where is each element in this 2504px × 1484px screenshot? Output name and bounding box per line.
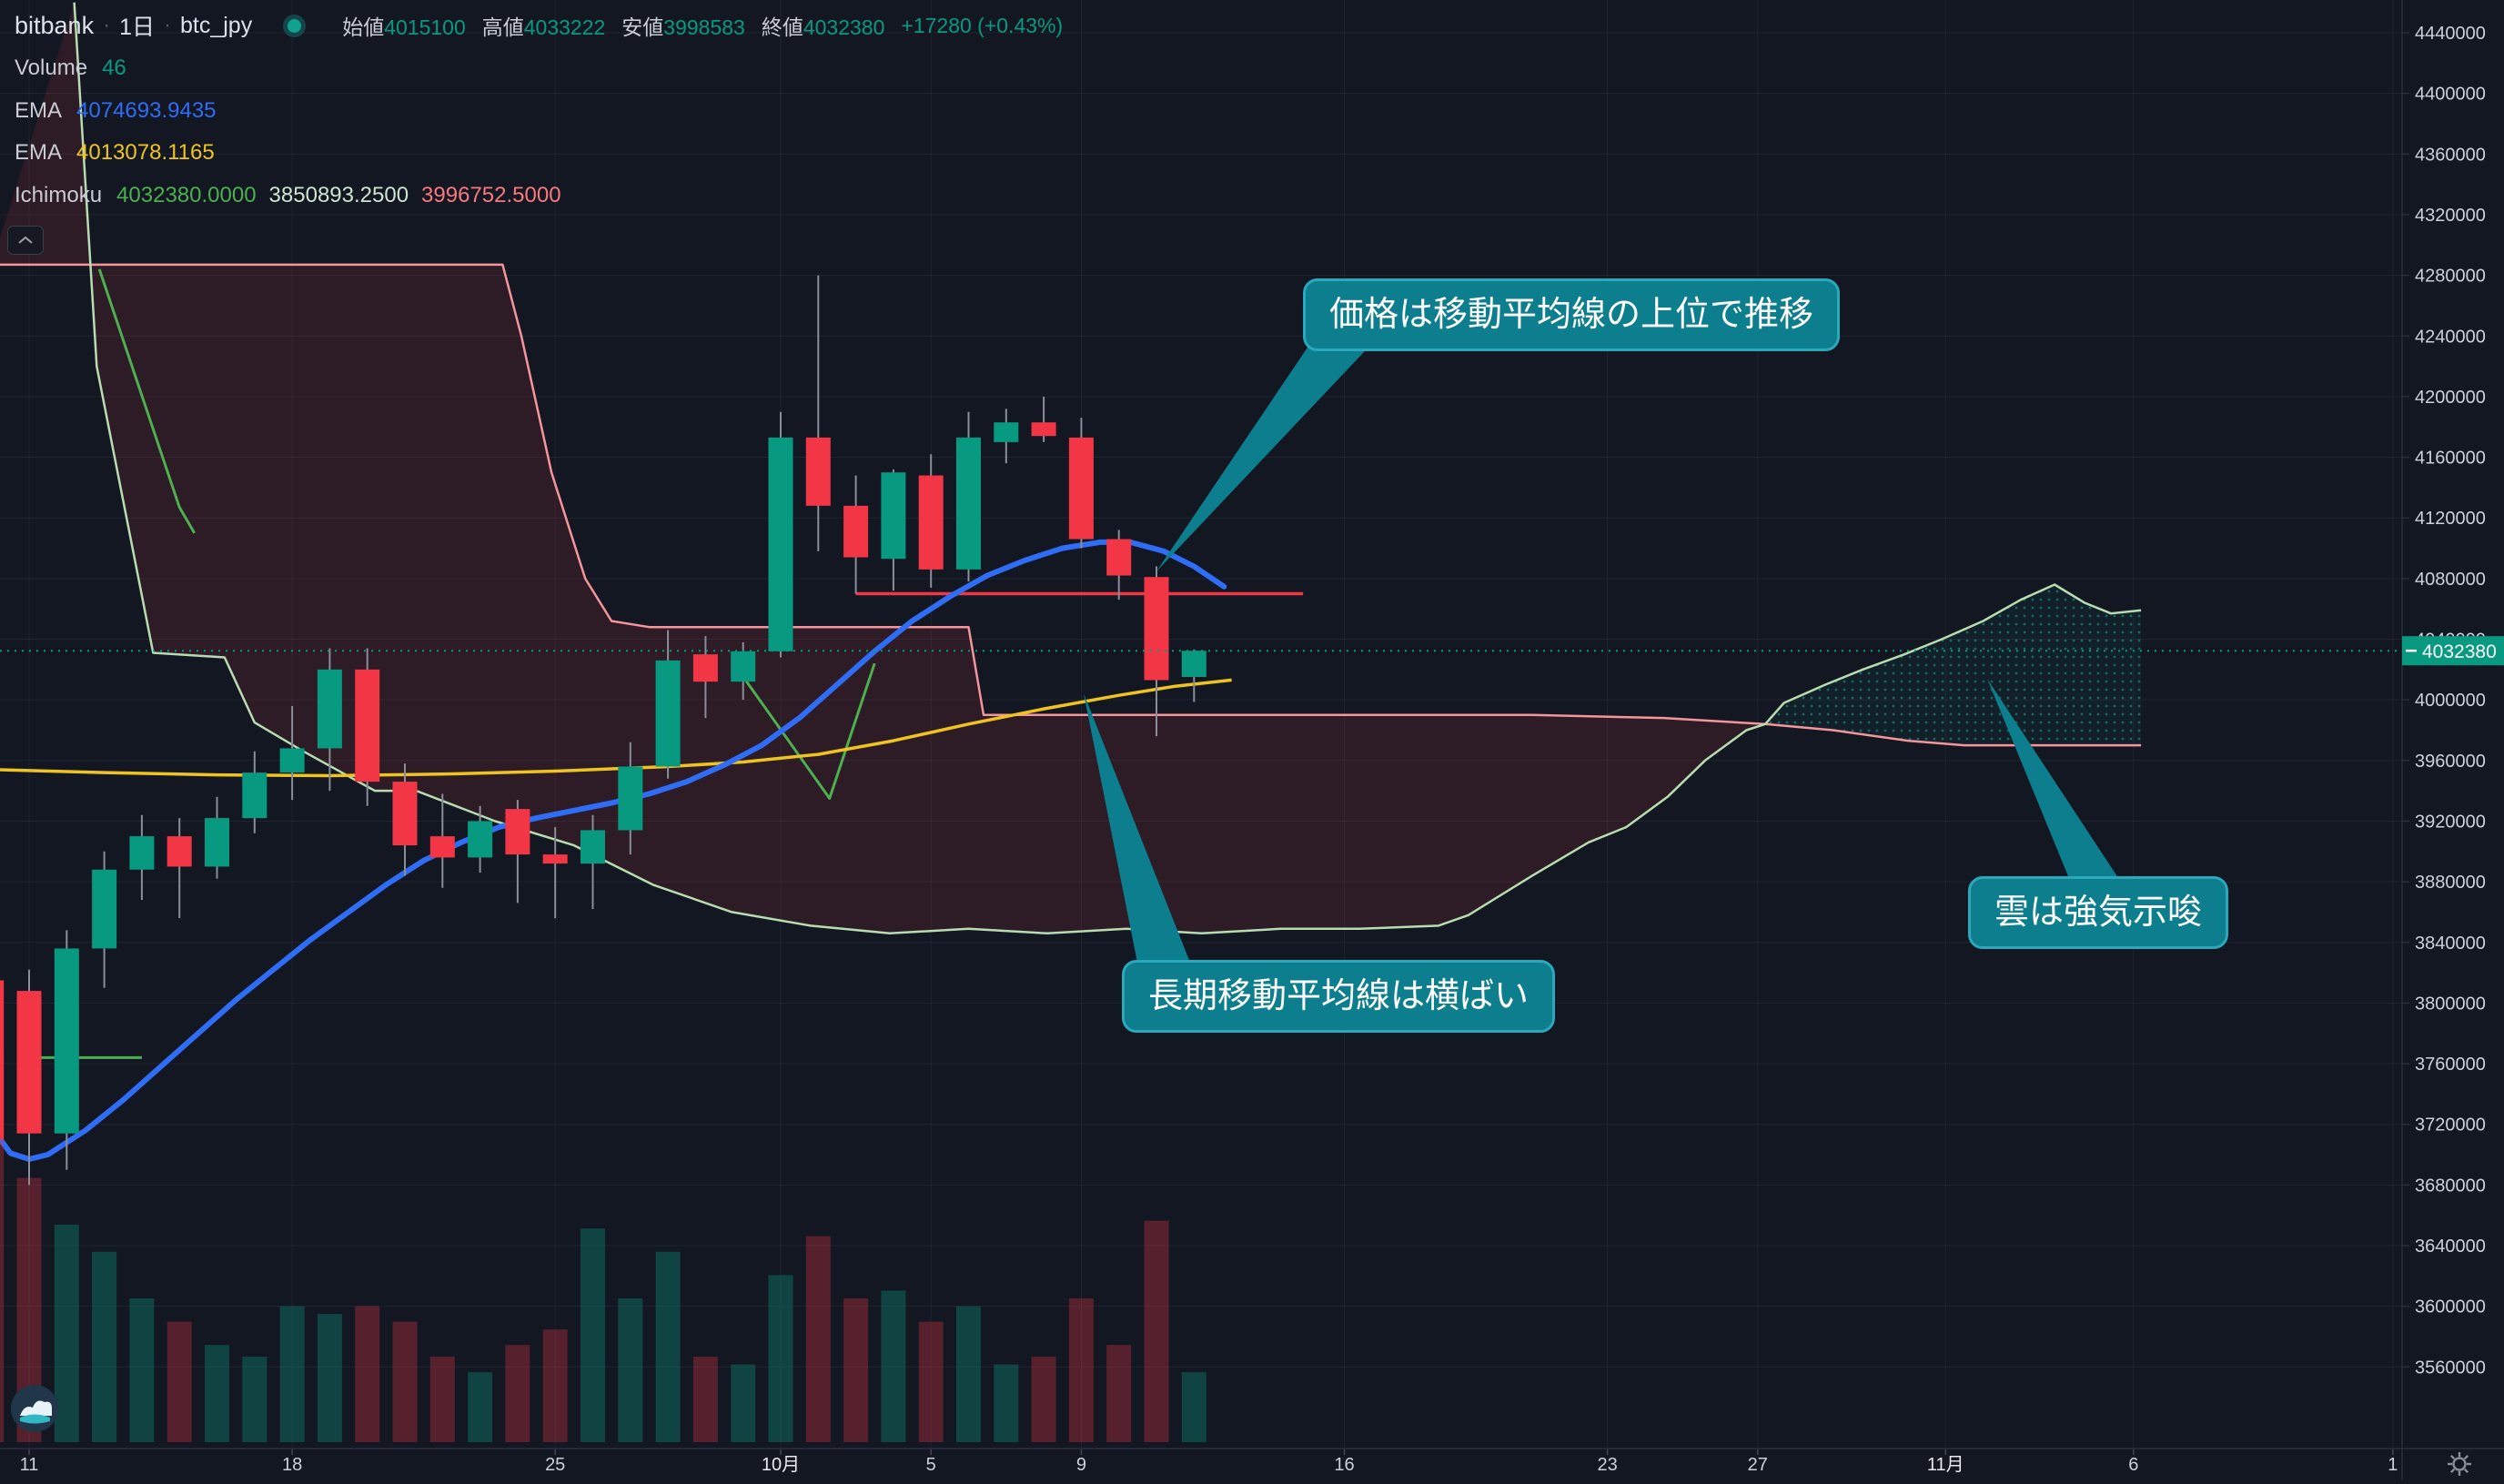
ohlc-pair: 安値3998583 bbox=[621, 15, 745, 39]
time-tick-label: 25 bbox=[545, 1455, 565, 1475]
ohlc-values: 始値4015100 高値4033222 安値3998583 終値4032380 bbox=[342, 10, 901, 41]
price-tick-label: 4160000 bbox=[2415, 449, 2486, 469]
tradingview-logo[interactable] bbox=[9, 1383, 60, 1439]
time-tick-label: 5 bbox=[926, 1455, 936, 1475]
price-tick-label: 3680000 bbox=[2415, 1176, 2486, 1196]
volume-label: Volume bbox=[15, 56, 88, 80]
time-tick-label: 27 bbox=[1748, 1455, 1768, 1475]
price-tick-label: 4120000 bbox=[2415, 509, 2486, 529]
ichimoku-label: Ichimoku bbox=[15, 183, 103, 207]
change-value: +17280 (+0.43%) bbox=[901, 13, 1064, 37]
time-tick-label: 9 bbox=[1076, 1455, 1086, 1475]
price-tick-label: 4320000 bbox=[2415, 206, 2486, 226]
ichimoku-cloud bbox=[0, 2, 2142, 935]
time-tick-label: 6 bbox=[2128, 1455, 2138, 1475]
timezone-settings-gear-icon[interactable] bbox=[2446, 1450, 2473, 1482]
pair-name[interactable]: btc_jpy bbox=[179, 12, 253, 38]
volume-value: 46 bbox=[102, 56, 126, 80]
price-tick-label: 4240000 bbox=[2415, 327, 2486, 347]
price-axis[interactable]: 4440000 4400000 4360000 4320000 4280000 42400… bbox=[2401, 0, 2504, 1479]
annotation-longterm-ma-flat[interactable]: 長期移動平均線は横ばい bbox=[1122, 960, 1556, 1033]
symbol-name[interactable]: bitbank bbox=[15, 11, 95, 39]
time-tick-label: 11 bbox=[20, 1455, 39, 1475]
price-tick-label: 3920000 bbox=[2415, 812, 2486, 832]
last-price-badge: 4032380 bbox=[2422, 641, 2497, 662]
chevron-up-icon bbox=[18, 236, 33, 244]
price-tick-label: 4360000 bbox=[2415, 145, 2486, 165]
ohlc-pair: 高値4033222 bbox=[481, 15, 606, 39]
time-axis[interactable]: 11 18 25 10月 5 9 16 23 27 11月 6 1 bbox=[0, 1448, 2504, 1475]
ema-label: EMA bbox=[15, 140, 63, 165]
volume-bars bbox=[0, 1054, 1207, 1442]
price-tick-label: 4200000 bbox=[2415, 388, 2486, 408]
price-tick-label: 3720000 bbox=[2415, 1116, 2486, 1136]
indicator-lines bbox=[0, 268, 1304, 1162]
ema-fast-value: 4074693.9435 bbox=[76, 98, 217, 123]
price-tick-label: 3640000 bbox=[2415, 1237, 2486, 1257]
time-tick-label: 1 bbox=[2388, 1455, 2398, 1475]
legend-ema-fast[interactable]: EMA 4074693.9435 bbox=[15, 98, 217, 124]
price-tick-label: 4400000 bbox=[2415, 85, 2486, 105]
separator-dot: · bbox=[103, 13, 111, 37]
price-tick-label: 4080000 bbox=[2415, 570, 2486, 590]
price-tick-label: 3880000 bbox=[2415, 873, 2486, 893]
price-tick-label: 4280000 bbox=[2415, 267, 2486, 287]
legend-ichimoku[interactable]: Ichimoku 4032380.0000 3850893.2500 39967… bbox=[15, 183, 561, 208]
chart-header: bitbank · 1日 · btc_jpy 始値4015100 高値403322… bbox=[15, 9, 1063, 42]
annotation-tails bbox=[1084, 337, 2127, 972]
legend-collapse-button[interactable] bbox=[7, 226, 44, 255]
legend-ema-slow[interactable]: EMA 4013078.1165 bbox=[15, 140, 215, 166]
time-tick-label: 16 bbox=[1334, 1455, 1354, 1475]
price-tick-label: 3760000 bbox=[2415, 1055, 2486, 1075]
price-tick-label: 4000000 bbox=[2415, 691, 2486, 711]
separator-dot: · bbox=[163, 13, 171, 37]
price-tick-label: 3960000 bbox=[2415, 752, 2486, 772]
price-tick-label: 3800000 bbox=[2415, 994, 2486, 1014]
time-tick-label: 23 bbox=[1597, 1455, 1617, 1475]
interval-selector[interactable]: 1日 bbox=[119, 15, 155, 40]
ohlc-pair: 終値4032380 bbox=[761, 15, 885, 39]
candlesticks bbox=[0, 275, 1207, 1186]
ohlc-pair: 始値4015100 bbox=[342, 15, 466, 39]
ichimoku-value-1: 4032380.0000 bbox=[116, 183, 257, 207]
ema-label: EMA bbox=[15, 98, 63, 123]
legend-volume[interactable]: Volume 46 bbox=[15, 56, 126, 81]
price-tick-label: 3840000 bbox=[2415, 934, 2486, 954]
time-tick-label: 11月 bbox=[1927, 1455, 1964, 1475]
exchange-logo-icon bbox=[283, 14, 307, 37]
ichimoku-value-3: 3996752.5000 bbox=[421, 183, 561, 207]
price-tick-label: 3560000 bbox=[2415, 1358, 2486, 1378]
time-tick-label: 10月 bbox=[762, 1455, 800, 1475]
annotation-price-above-ma[interactable]: 価格は移動平均線の上位で推移 bbox=[1303, 278, 1841, 351]
time-tick-label: 18 bbox=[282, 1455, 302, 1475]
ichimoku-value-2: 3850893.2500 bbox=[268, 183, 409, 207]
ema-slow-value: 4013078.1165 bbox=[76, 140, 215, 165]
annotation-cloud-bullish[interactable]: 雲は強気示唆 bbox=[1968, 876, 2229, 949]
price-tick-label: 4440000 bbox=[2415, 24, 2486, 44]
price-tick-label: 3600000 bbox=[2415, 1297, 2486, 1317]
